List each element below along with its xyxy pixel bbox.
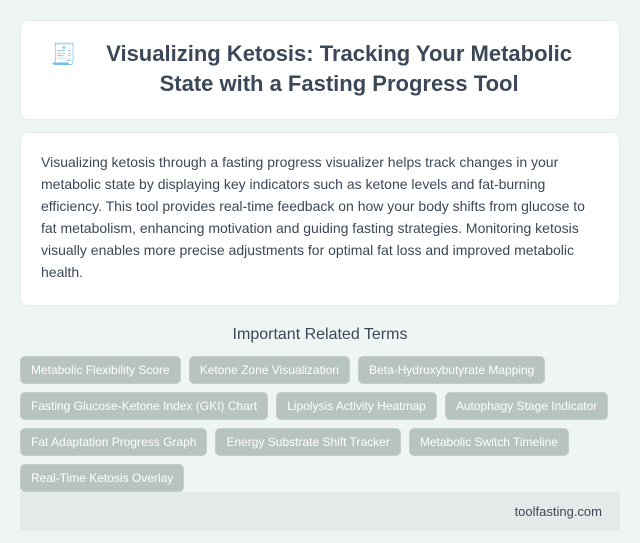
receipt-icon: 🧾: [50, 43, 78, 66]
footer-bar: toolfasting.com: [20, 492, 620, 531]
tag-item[interactable]: Autophagy Stage Indicator: [444, 392, 609, 420]
tag-item[interactable]: Energy Substrate Shift Tracker: [215, 428, 401, 456]
tag-item[interactable]: Fasting Glucose-Ketone Index (GKI) Chart: [20, 392, 269, 420]
related-terms-list: Metabolic Flexibility Score Ketone Zone …: [20, 356, 620, 492]
description-paragraph: Visualizing ketosis through a fasting pr…: [41, 154, 585, 280]
tag-item[interactable]: Fat Adaptation Progress Graph: [20, 428, 208, 456]
tag-item[interactable]: Ketone Zone Visualization: [188, 356, 350, 384]
title-card: 🧾 Visualizing Ketosis: Tracking Your Met…: [20, 20, 620, 120]
tag-item[interactable]: Lipolysis Activity Heatmap: [276, 392, 437, 420]
description-card: Visualizing ketosis through a fasting pr…: [20, 132, 620, 306]
footer-domain: toolfasting.com: [514, 504, 602, 519]
tag-item[interactable]: Metabolic Switch Timeline: [408, 428, 569, 456]
title-row: 🧾 Visualizing Ketosis: Tracking Your Met…: [49, 39, 591, 99]
tag-item[interactable]: Beta-Hydroxybutyrate Mapping: [357, 356, 546, 384]
related-terms-heading: Important Related Terms: [232, 326, 408, 343]
tag-item[interactable]: Metabolic Flexibility Score: [20, 356, 181, 384]
page-title: Visualizing Ketosis: Tracking Your Metab…: [106, 41, 572, 96]
tag-item[interactable]: Real-Time Ketosis Overlay: [20, 464, 185, 492]
